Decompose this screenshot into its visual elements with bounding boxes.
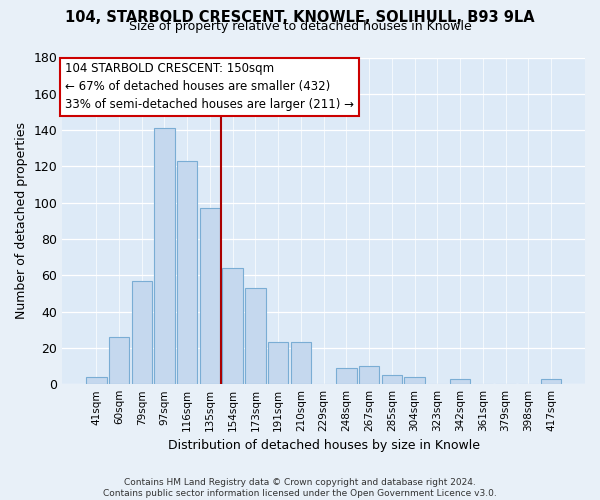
Text: 104, STARBOLD CRESCENT, KNOWLE, SOLIHULL, B93 9LA: 104, STARBOLD CRESCENT, KNOWLE, SOLIHULL…	[65, 10, 535, 25]
Bar	[223, 268, 243, 384]
Bar	[200, 208, 220, 384]
Bar	[336, 368, 356, 384]
Y-axis label: Number of detached properties: Number of detached properties	[15, 122, 28, 320]
Text: Contains HM Land Registry data © Crown copyright and database right 2024.
Contai: Contains HM Land Registry data © Crown c…	[103, 478, 497, 498]
Bar	[131, 280, 152, 384]
Bar	[154, 128, 175, 384]
Bar	[359, 366, 379, 384]
Bar	[86, 377, 107, 384]
Bar	[245, 288, 266, 384]
Text: Size of property relative to detached houses in Knowle: Size of property relative to detached ho…	[128, 20, 472, 33]
X-axis label: Distribution of detached houses by size in Knowle: Distribution of detached houses by size …	[167, 440, 479, 452]
Bar	[382, 375, 402, 384]
Bar	[541, 378, 561, 384]
Bar	[290, 342, 311, 384]
Text: 104 STARBOLD CRESCENT: 150sqm
← 67% of detached houses are smaller (432)
33% of : 104 STARBOLD CRESCENT: 150sqm ← 67% of d…	[65, 62, 354, 112]
Bar	[109, 337, 129, 384]
Bar	[450, 378, 470, 384]
Bar	[404, 377, 425, 384]
Bar	[177, 161, 197, 384]
Bar	[268, 342, 289, 384]
